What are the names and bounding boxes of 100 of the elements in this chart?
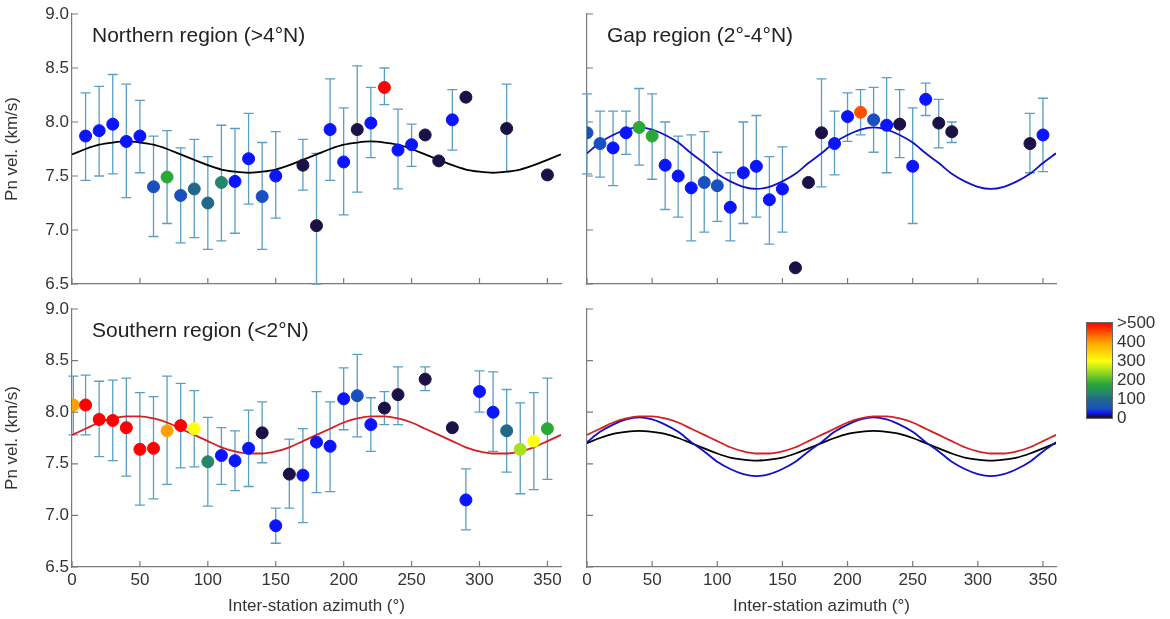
point bbox=[310, 219, 323, 233]
x-tick-label: 250 bbox=[397, 569, 426, 589]
point bbox=[214, 449, 228, 463]
point bbox=[606, 141, 620, 155]
point bbox=[296, 468, 310, 482]
point bbox=[527, 434, 541, 448]
point bbox=[445, 421, 459, 435]
x-tick-label: 250 bbox=[898, 569, 927, 589]
y-tick-label: 6.5 bbox=[45, 556, 69, 576]
point bbox=[684, 181, 698, 195]
point bbox=[228, 454, 242, 468]
point bbox=[459, 493, 473, 507]
point bbox=[593, 137, 607, 151]
point bbox=[242, 441, 256, 455]
point bbox=[119, 421, 133, 435]
point bbox=[815, 126, 828, 140]
point bbox=[893, 117, 907, 131]
point bbox=[147, 180, 160, 194]
point bbox=[174, 188, 188, 202]
chart-title: Northern region (>4°N) bbox=[92, 22, 306, 46]
point bbox=[459, 90, 473, 104]
point bbox=[418, 372, 432, 386]
point bbox=[697, 175, 711, 189]
point bbox=[405, 138, 419, 152]
point bbox=[79, 129, 93, 143]
x-tick-label: 350 bbox=[533, 569, 562, 589]
point bbox=[255, 190, 269, 204]
point bbox=[473, 385, 486, 399]
chart-title: Gap region (2°-4°N) bbox=[607, 22, 794, 46]
x-tick-label: 0 bbox=[67, 569, 77, 589]
point bbox=[619, 126, 633, 140]
point bbox=[867, 113, 881, 127]
point bbox=[201, 196, 215, 210]
point bbox=[201, 455, 215, 469]
point bbox=[418, 128, 432, 142]
point bbox=[1036, 128, 1050, 142]
point bbox=[788, 261, 802, 275]
point bbox=[350, 123, 364, 137]
x-tick-label: 350 bbox=[1028, 569, 1058, 589]
color-bar-label: 100 bbox=[1117, 389, 1146, 409]
point bbox=[133, 129, 147, 143]
point bbox=[540, 168, 554, 182]
point bbox=[133, 442, 147, 456]
point bbox=[255, 426, 269, 440]
point bbox=[377, 401, 391, 415]
point bbox=[350, 389, 364, 403]
point bbox=[106, 413, 120, 427]
point bbox=[228, 174, 242, 188]
y-tick-label: 9.0 bbox=[45, 3, 69, 23]
y-tick-label: 8.0 bbox=[45, 111, 69, 131]
point bbox=[1023, 137, 1037, 151]
point bbox=[160, 170, 174, 184]
color-bar-label: 200 bbox=[1117, 370, 1146, 390]
point bbox=[500, 424, 514, 438]
point bbox=[932, 116, 946, 130]
x-tick-label: 150 bbox=[768, 569, 797, 589]
point bbox=[828, 137, 842, 151]
point bbox=[269, 519, 283, 533]
point bbox=[658, 158, 672, 172]
point bbox=[632, 120, 646, 134]
point bbox=[79, 398, 93, 412]
color-bar-label: 300 bbox=[1117, 351, 1146, 371]
y-tick-label: 7.5 bbox=[45, 453, 69, 473]
y-axis-title: Pn vel. (km/s) bbox=[1, 97, 21, 201]
point bbox=[364, 418, 378, 432]
point bbox=[736, 166, 750, 180]
point bbox=[282, 467, 296, 481]
point bbox=[671, 169, 685, 183]
point bbox=[337, 392, 351, 406]
chart-title: Southern region (<2°N) bbox=[92, 317, 309, 341]
point bbox=[296, 158, 310, 172]
point bbox=[841, 110, 855, 124]
x-tick-label: 50 bbox=[642, 569, 662, 589]
point bbox=[906, 159, 920, 173]
x-tick-label: 150 bbox=[261, 569, 290, 589]
x-tick-label: 300 bbox=[963, 569, 993, 589]
point bbox=[854, 105, 868, 119]
y-axis-title: Pn vel. (km/s) bbox=[1, 386, 21, 490]
x-tick-label: 200 bbox=[329, 569, 358, 589]
point bbox=[242, 152, 256, 166]
point bbox=[801, 175, 815, 189]
color-bar-label: 0 bbox=[1117, 408, 1127, 428]
point bbox=[214, 175, 228, 189]
y-tick-label: 7.0 bbox=[45, 219, 69, 239]
point bbox=[92, 124, 106, 138]
point bbox=[710, 179, 724, 193]
point bbox=[540, 422, 554, 436]
point bbox=[500, 121, 514, 135]
point bbox=[323, 123, 337, 137]
y-tick-label: 6.5 bbox=[45, 273, 69, 293]
y-tick-label: 9.0 bbox=[45, 298, 69, 318]
y-tick-label: 7.5 bbox=[45, 165, 69, 185]
x-axis-title: Inter-station azimuth (°) bbox=[228, 596, 405, 616]
y-tick-label: 8.0 bbox=[45, 401, 69, 421]
y-tick-label: 7.0 bbox=[45, 505, 69, 525]
point bbox=[513, 442, 527, 456]
x-axis-title: Inter-station azimuth (°) bbox=[733, 596, 910, 616]
point bbox=[187, 422, 201, 436]
color-bar-label: >500 bbox=[1117, 313, 1156, 333]
point bbox=[337, 155, 351, 169]
